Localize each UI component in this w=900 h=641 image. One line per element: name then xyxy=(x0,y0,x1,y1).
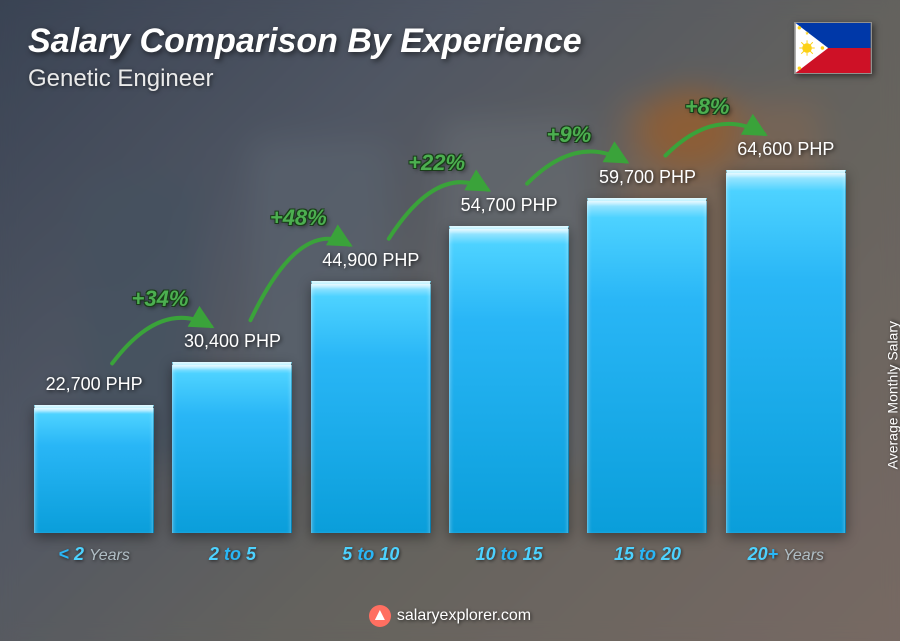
bar-group: 64,600 PHP xyxy=(722,130,850,533)
percent-increase-label: +8% xyxy=(685,94,730,120)
compass-icon xyxy=(369,605,391,627)
x-axis-label: 5 to 10 xyxy=(307,544,435,565)
x-axis-label: 2 to 5 xyxy=(168,544,296,565)
footer: salaryexplorer.com xyxy=(0,605,900,627)
header: Salary Comparison By Experience Genetic … xyxy=(28,22,582,93)
chart-area: 22,700 PHP 30,400 PHP 44,900 PHP 54,700 PHP… xyxy=(30,130,850,561)
bar xyxy=(449,226,569,533)
site-logo: salaryexplorer.com xyxy=(369,605,531,627)
site-name: salaryexplorer.com xyxy=(397,607,531,625)
percent-increase-label: +22% xyxy=(408,150,465,176)
y-axis-label: Average Monthly Salary xyxy=(884,321,900,469)
bar-group: 22,700 PHP xyxy=(30,130,158,533)
bar-value-label: 30,400 PHP xyxy=(184,331,281,352)
bar xyxy=(34,405,154,533)
bar xyxy=(726,170,846,533)
percent-increase-label: +9% xyxy=(547,122,592,148)
bar-value-label: 64,600 PHP xyxy=(737,139,834,160)
bar-group: 44,900 PHP xyxy=(307,130,435,533)
bar-value-label: 22,700 PHP xyxy=(46,374,143,395)
x-axis-label: 10 to 15 xyxy=(445,544,573,565)
x-axis-label: < 2 Years xyxy=(30,544,158,565)
bar xyxy=(587,198,707,533)
percent-increase-label: +34% xyxy=(132,286,189,312)
x-axis-labels: < 2 Years 2 to 5 5 to 10 10 to 15 15 to 20 20… xyxy=(30,544,850,565)
bar-value-label: 54,700 PHP xyxy=(461,195,558,216)
bar xyxy=(311,281,431,533)
bar xyxy=(172,362,292,533)
chart-title: Salary Comparison By Experience xyxy=(28,22,582,61)
bar-group: 59,700 PHP xyxy=(583,130,711,533)
bars-container: 22,700 PHP 30,400 PHP 44,900 PHP 54,700 PHP… xyxy=(30,130,850,533)
bar-group: 30,400 PHP xyxy=(168,130,296,533)
percent-increase-label: +48% xyxy=(270,205,327,231)
x-axis-label: 20+ Years xyxy=(722,544,850,565)
bar-value-label: 44,900 PHP xyxy=(322,250,419,271)
bar-value-label: 59,700 PHP xyxy=(599,167,696,188)
x-axis-label: 15 to 20 xyxy=(583,544,711,565)
bar-group: 54,700 PHP xyxy=(445,130,573,533)
philippines-flag-icon xyxy=(794,22,872,74)
chart-subtitle: Genetic Engineer xyxy=(28,65,582,93)
